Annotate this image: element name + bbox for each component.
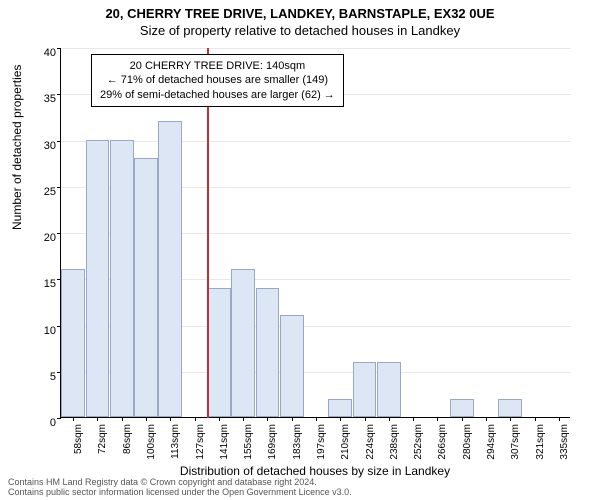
x-tick-mark [146,417,147,421]
histogram-bar [110,140,134,418]
histogram-bar [207,288,231,418]
y-axis-label: Number of detached properties [10,65,24,230]
x-tick-mark [122,417,123,421]
x-tick-mark [535,417,536,421]
x-tick-label: 238sqm [389,424,400,464]
y-tick-mark [57,233,61,234]
x-tick-mark [486,417,487,421]
y-tick-label: 40 [32,47,56,59]
x-tick-label: 169sqm [267,424,278,464]
plot-area: 58sqm72sqm86sqm100sqm113sqm127sqm141sqm1… [60,48,570,418]
x-tick-mark [267,417,268,421]
x-tick-label: 335sqm [559,424,570,464]
y-tick-mark [57,48,61,49]
x-tick-label: 141sqm [219,424,230,464]
x-tick-mark [292,417,293,421]
x-tick-mark [559,417,560,421]
x-tick-mark [195,417,196,421]
x-tick-label: 210sqm [340,424,351,464]
annotation-box: 20 CHERRY TREE DRIVE: 140sqm← 71% of det… [91,54,344,107]
x-tick-label: 280sqm [462,424,473,464]
x-tick-label: 266sqm [437,424,448,464]
annotation-line-1: 20 CHERRY TREE DRIVE: 140sqm [100,59,335,73]
histogram-bar [498,399,522,418]
x-tick-label: 307sqm [510,424,521,464]
x-tick-label: 113sqm [170,424,181,464]
y-tick-label: 15 [32,278,56,290]
x-tick-label: 58sqm [73,424,84,464]
x-tick-label: 321sqm [535,424,546,464]
grid-line [61,48,571,49]
histogram-bar [86,140,110,418]
x-tick-mark [389,417,390,421]
histogram-bar [134,158,158,417]
x-tick-label: 197sqm [316,424,327,464]
x-tick-mark [437,417,438,421]
x-tick-label: 86sqm [122,424,133,464]
histogram-bar [231,269,255,417]
histogram-bar [377,362,401,418]
x-tick-label: 127sqm [195,424,206,464]
footer-line-2: Contains public sector information licen… [8,488,592,498]
x-tick-mark [340,417,341,421]
x-tick-mark [413,417,414,421]
y-tick-label: 5 [32,371,56,383]
y-tick-label: 20 [32,232,56,244]
histogram-bar [158,121,182,417]
grid-line [61,141,571,142]
x-tick-label: 294sqm [486,424,497,464]
histogram-bar [280,315,304,417]
x-tick-mark [365,417,366,421]
chart-area: 58sqm72sqm86sqm100sqm113sqm127sqm141sqm1… [60,48,570,418]
x-tick-label: 252sqm [413,424,424,464]
y-tick-mark [57,418,61,419]
y-tick-label: 10 [32,325,56,337]
y-tick-mark [57,187,61,188]
x-tick-label: 183sqm [292,424,303,464]
x-tick-mark [510,417,511,421]
x-tick-label: 100sqm [146,424,157,464]
chart-title-subtitle: Size of property relative to detached ho… [0,23,600,38]
y-tick-label: 25 [32,186,56,198]
y-tick-mark [57,94,61,95]
x-tick-mark [219,417,220,421]
x-tick-label: 224sqm [365,424,376,464]
y-tick-label: 30 [32,140,56,152]
chart-title-address: 20, CHERRY TREE DRIVE, LANDKEY, BARNSTAP… [0,6,600,21]
x-tick-label: 155sqm [243,424,254,464]
annotation-line-3: 29% of semi-detached houses are larger (… [100,88,335,102]
x-tick-mark [243,417,244,421]
x-tick-mark [316,417,317,421]
histogram-bar [61,269,85,417]
histogram-bar [450,399,474,418]
footer-attribution: Contains HM Land Registry data © Crown c… [0,478,600,498]
y-tick-mark [57,141,61,142]
x-tick-mark [97,417,98,421]
x-axis-label: Distribution of detached houses by size … [60,464,570,478]
x-tick-label: 72sqm [97,424,108,464]
y-tick-label: 0 [32,417,56,429]
histogram-bar [353,362,377,418]
x-tick-mark [170,417,171,421]
y-tick-label: 35 [32,93,56,105]
histogram-bar [256,288,280,418]
annotation-line-2: ← 71% of detached houses are smaller (14… [100,73,335,87]
chart-title-block: 20, CHERRY TREE DRIVE, LANDKEY, BARNSTAP… [0,0,600,38]
histogram-bar [328,399,352,418]
x-tick-mark [73,417,74,421]
x-tick-mark [462,417,463,421]
